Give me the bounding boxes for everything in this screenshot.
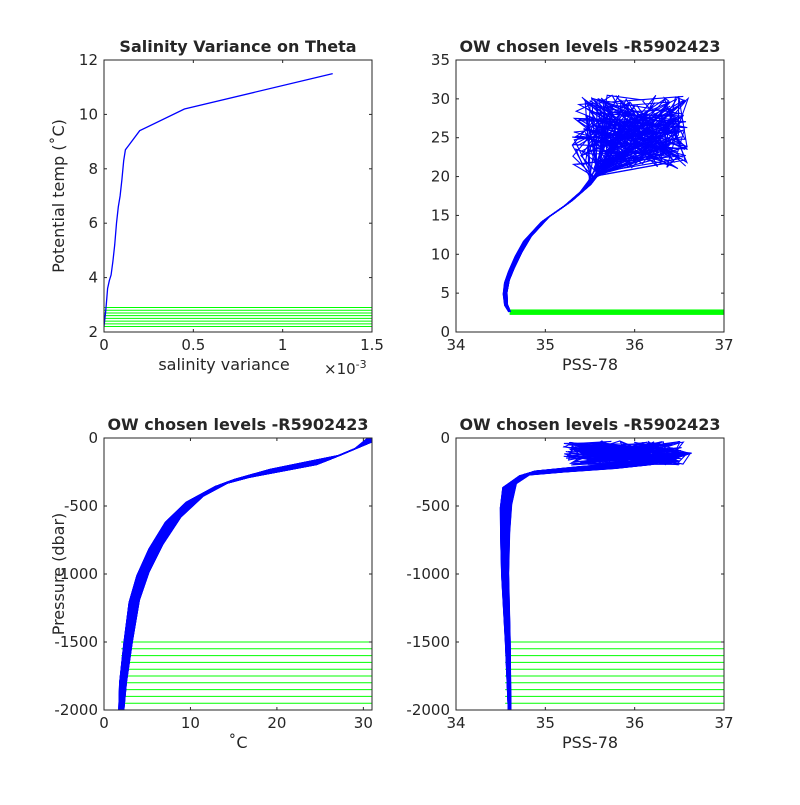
profile-line [500,450,669,710]
x-tick-label: 30 [354,714,373,732]
x-tick-label: 1.5 [360,336,384,354]
level-lines [104,307,372,328]
x-axis-label: PSS-78 [562,355,618,374]
x-tick-label: 0 [99,714,109,732]
chart-tr: 34 35 36 37 0 5 10 15 20 25 30 35 OW chosen levels -… [431,37,734,374]
y-tick-label: 0 [440,429,450,447]
profile-line [122,438,372,710]
chart-title: OW chosen levels -R5902423 [459,415,720,434]
chart-title: OW chosen levels -R5902423 [459,37,720,56]
plot-area [502,94,724,315]
level-lines [505,641,724,704]
profile-bundle [499,440,693,710]
level-band [509,309,724,315]
x-axis-label: salinity variance [158,355,289,374]
x-axis-label: ˚C [228,733,247,752]
x-tick-label: 10 [181,714,200,732]
profile-line [503,112,672,313]
x-tick-label: 37 [714,714,733,732]
x-exponent-power: -3 [356,358,367,371]
y-axis-label: Potential temp (˚C) [49,119,68,273]
y-tick-label: 10 [79,105,98,123]
y-tick-label: 35 [431,51,450,69]
axes-box [103,59,373,333]
y-tick-label: -500 [416,497,450,515]
x-tick-label: 0 [99,336,109,354]
y-tick-label: -1000 [54,565,98,583]
y-tick-label: -1500 [406,633,450,651]
chart-title: OW chosen levels -R5902423 [107,415,368,434]
chart-title: Salinity Variance on Theta [119,37,356,56]
profile-line [505,441,684,710]
plot-area [499,440,724,710]
profile-line [123,438,372,710]
x-tick-label: 34 [446,336,465,354]
x-tick-label: 36 [625,714,644,732]
plot-area [118,438,372,710]
x-tick-label: 37 [714,336,733,354]
x-tick-label: 34 [446,714,465,732]
chart-br: 34 35 36 37 0 -500 -1000 -1500 -2000 OW chosen le… [406,415,733,752]
x-tick-label: 0.5 [181,336,205,354]
y-tick-label: 6 [88,214,98,232]
y-tick-label: 5 [440,284,450,302]
y-tick-label: -1500 [54,633,98,651]
y-tick-label: -500 [64,497,98,515]
y-axis-label: Pressure (dbar) [49,513,68,636]
x-tick-label: 35 [536,336,555,354]
x-tick-label: 1 [278,336,288,354]
level-lines [121,641,372,704]
y-tick-label: 12 [79,51,98,69]
y-tick-label: 0 [440,323,450,341]
y-tick-label: 4 [88,269,98,287]
y-tick-label: 30 [431,90,450,108]
y-tick-label: 25 [431,129,450,147]
x-axis-label: PSS-78 [562,733,618,752]
y-tick-label: 15 [431,206,450,224]
y-tick-label: -2000 [54,701,98,719]
y-tick-label: 10 [431,245,450,263]
x-tick-label: 36 [625,336,644,354]
plot-area [104,72,372,328]
y-tick-label: 0 [88,429,98,447]
profile-line [507,446,690,710]
series-line [104,72,333,327]
profile-bundle [118,438,372,710]
x-tick-label: 35 [536,714,555,732]
profile-bundle [502,94,690,313]
axes-box [455,59,725,333]
y-tick-label: 8 [88,160,98,178]
y-tick-label: 2 [88,323,98,341]
y-tick-label: -2000 [406,701,450,719]
chart-bl: 0 10 20 30 0 -500 -1000 -1500 -2000 OW chosen lev… [49,415,373,752]
profile-line [119,438,372,710]
y-tick-label: 20 [431,168,450,186]
x-tick-label: 20 [267,714,286,732]
y-tick-label: -1000 [406,565,450,583]
profile-line [118,438,369,710]
